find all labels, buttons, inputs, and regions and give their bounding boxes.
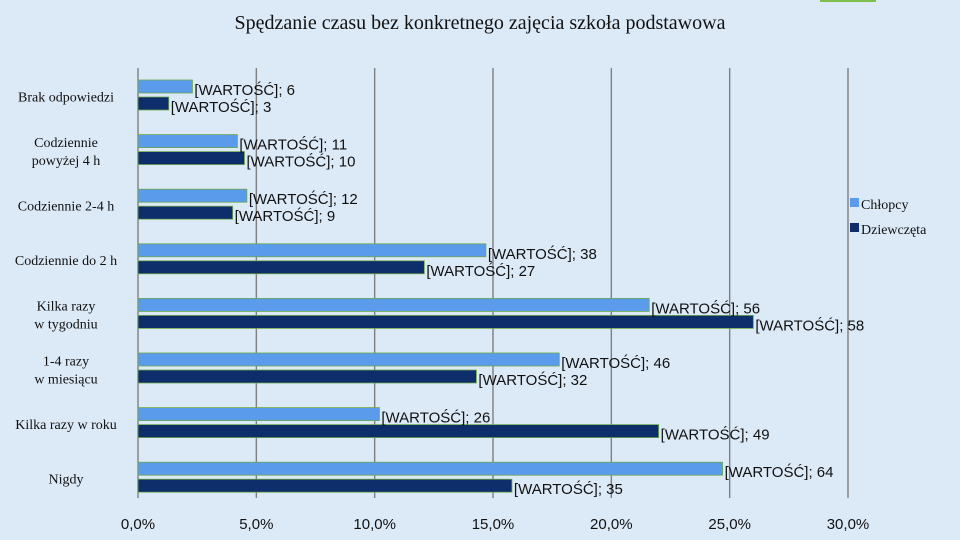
bar-chlopcy	[137, 407, 380, 422]
legend-swatch-dziewczeta	[850, 223, 859, 232]
data-label: [WARTOŚĆ]; 38	[488, 245, 597, 263]
legend-label: Chłopcy	[861, 198, 908, 213]
x-tick-label: 5,0%	[239, 516, 273, 533]
gridlines	[137, 68, 849, 498]
data-label: [WARTOŚĆ]; 9	[235, 207, 336, 225]
bar-dziewczeta	[137, 260, 425, 275]
category-label: Codziennie powyżej 4 h	[32, 136, 100, 169]
category-label: Codziennie 2-4 h	[18, 200, 114, 215]
data-label: [WARTOŚĆ]; 32	[478, 371, 587, 389]
category-labels: Brak odpowiedzi Codziennie powyżej 4 h Codz…	[15, 90, 117, 487]
data-label: [WARTOŚĆ]; 11	[239, 136, 347, 154]
data-label: [WARTOŚĆ]; 12	[249, 190, 358, 208]
bar-chlopcy	[137, 134, 238, 149]
data-label: [WARTOŚĆ]; 49	[661, 426, 770, 444]
x-tick-label: 20,0%	[590, 516, 633, 533]
data-label: [WARTOŚĆ]; 26	[381, 409, 490, 427]
data-label: [WARTOŚĆ]; 27	[426, 262, 535, 280]
bar-dziewczeta	[137, 151, 245, 166]
bar-chlopcy	[137, 79, 193, 94]
data-label: [WARTOŚĆ]; 35	[514, 480, 623, 498]
bar-chlopcy	[137, 461, 723, 476]
bar-dziewczeta	[137, 314, 754, 329]
category-label: Nigdy	[49, 473, 84, 488]
category-label: Codziennie do 2 h	[15, 254, 117, 269]
bar-dziewczeta	[137, 369, 477, 384]
bar-dziewczeta	[137, 96, 170, 111]
category-label: Kilka razy w roku	[15, 418, 116, 433]
legend: Chłopcy Dziewczęta	[850, 198, 927, 238]
data-label: [WARTOŚĆ]; 56	[651, 299, 760, 317]
chart-title: Spędzanie czasu bez konkretnego zajęcia …	[235, 12, 726, 34]
bar-chlopcy	[137, 352, 560, 367]
bars	[137, 79, 754, 493]
data-label: [WARTOŚĆ]; 64	[725, 463, 834, 481]
data-label: [WARTOŚĆ]; 46	[561, 354, 670, 372]
data-label: [WARTOŚĆ]; 3	[171, 98, 272, 116]
bar-dziewczeta	[137, 205, 234, 220]
category-label: Brak odpowiedzi	[18, 90, 114, 105]
x-tick-label: 10,0%	[353, 516, 396, 533]
bar-chlopcy	[137, 188, 248, 203]
bar-chlopcy	[137, 297, 650, 312]
legend-swatch-chlopcy	[850, 198, 859, 207]
category-label: 1-4 razy w miesiącu	[34, 354, 97, 387]
data-label: [WARTOŚĆ]; 6	[194, 81, 295, 99]
category-label: Kilka razy w tygodniu	[34, 300, 97, 333]
x-tick-label: 30,0%	[827, 516, 870, 533]
data-label: [WARTOŚĆ]; 58	[755, 316, 864, 334]
data-label: [WARTOŚĆ]; 10	[247, 153, 356, 171]
bar-chlopcy	[137, 243, 487, 258]
x-axis-tick-labels: 0,0% 5,0% 10,0% 15,0% 20,0% 25,0% 30,0%	[121, 516, 869, 533]
bar-dziewczeta	[137, 478, 513, 493]
x-tick-label: 0,0%	[121, 516, 155, 533]
x-tick-label: 15,0%	[472, 516, 515, 533]
decorative-green-accent	[820, 0, 876, 2]
data-labels: [WARTOŚĆ]; 6[WARTOŚĆ]; 3[WARTOŚĆ]; 11[WA…	[171, 81, 864, 498]
bar-dziewczeta	[137, 424, 660, 439]
legend-label: Dziewczęta	[861, 223, 927, 238]
x-tick-label: 25,0%	[708, 516, 751, 533]
